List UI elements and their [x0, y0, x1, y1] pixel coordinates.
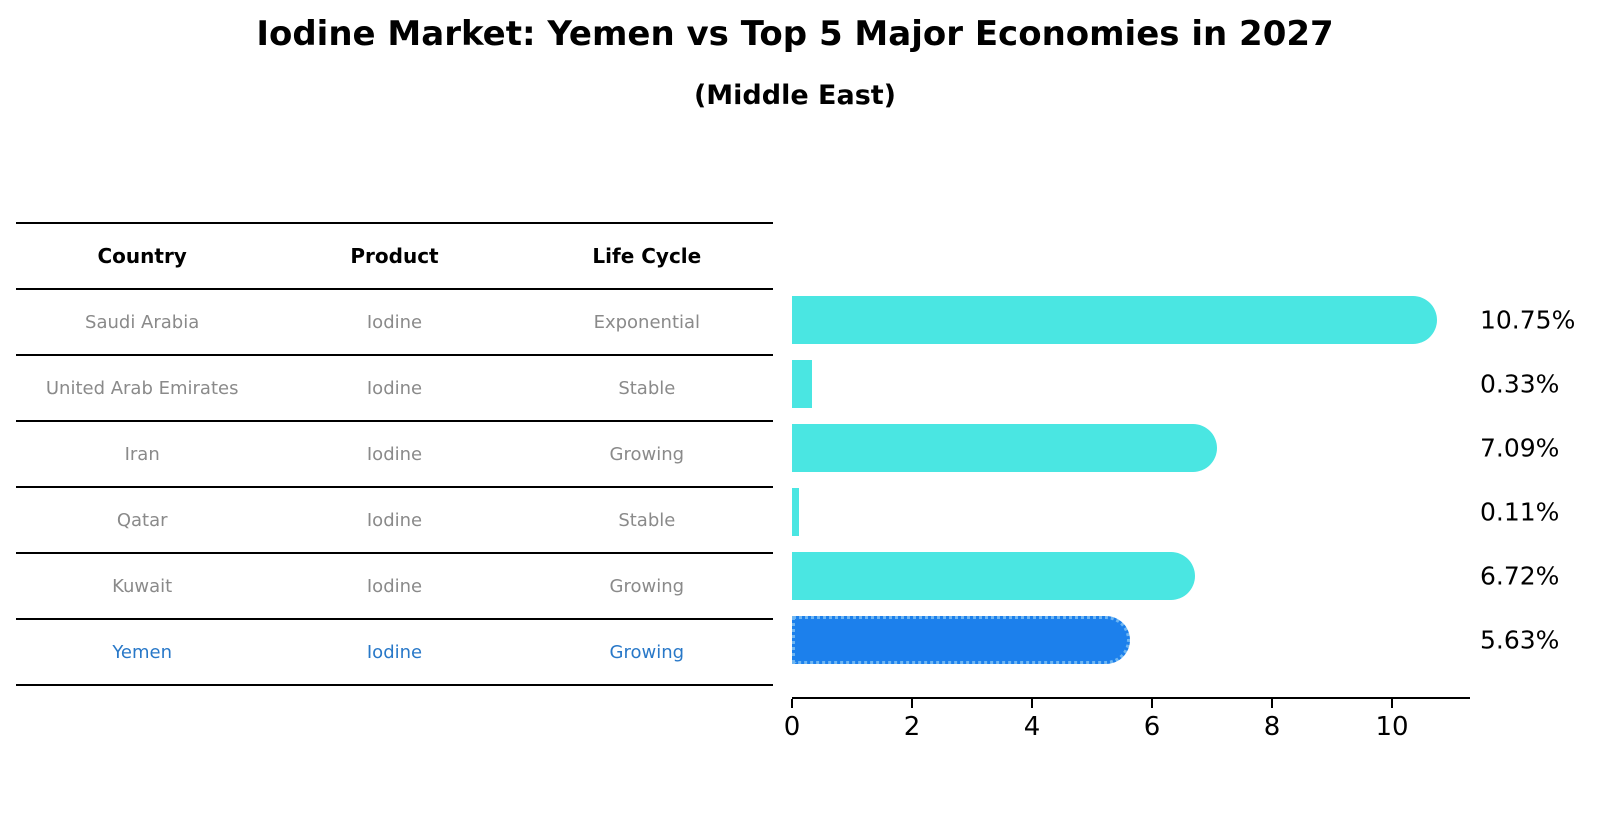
x-axis-tick-mark	[1151, 699, 1153, 708]
country-cell: Saudi Arabia	[85, 311, 200, 333]
life-cycle-cell: Growing	[609, 575, 685, 597]
x-axis-tick-label: 8	[1263, 712, 1281, 742]
bar-value-label: 0.11%	[1480, 497, 1560, 527]
x-axis-tick-label: 0	[783, 712, 801, 742]
country-cell: Kuwait	[112, 575, 173, 597]
bar-value-label: 0.33%	[1480, 369, 1560, 399]
product-cell: Iodine	[366, 377, 423, 399]
bar	[792, 360, 812, 408]
bar-value-label: 6.72%	[1480, 561, 1560, 591]
table-row: Qatar Iodine Stable	[16, 488, 773, 554]
chart-title: Iodine Market: Yemen vs Top 5 Major Econ…	[256, 14, 1334, 54]
life-cycle-cell: Exponential	[593, 311, 701, 333]
product-cell: Iodine	[366, 575, 423, 597]
table-row: Kuwait Iodine Growing	[16, 554, 773, 620]
x-axis-tick-mark	[791, 699, 793, 708]
table-header-row: Country Product Life Cycle	[16, 222, 773, 290]
x-axis-tick-mark	[911, 699, 913, 708]
bar-value-label: 7.09%	[1480, 433, 1560, 463]
bar-value-label: 10.75%	[1480, 305, 1576, 335]
country-table: Country Product Life Cycle Saudi Arabia …	[16, 222, 773, 686]
product-cell: Iodine	[366, 443, 423, 465]
life-cycle-cell: Stable	[618, 377, 676, 399]
bar-value-label: 5.63%	[1480, 625, 1560, 655]
life-cycle-cell: Stable	[618, 509, 676, 531]
country-cell: Yemen	[112, 641, 173, 663]
bar	[792, 424, 1218, 472]
table-row: Saudi Arabia Iodine Exponential	[16, 290, 773, 356]
chart-subtitle: (Middle East)	[693, 80, 897, 111]
product-cell: Iodine	[366, 641, 423, 663]
x-axis-tick-mark	[1271, 699, 1273, 708]
x-axis-tick-mark	[1031, 699, 1033, 708]
x-axis-line	[792, 697, 1470, 699]
table-row: Yemen Iodine Growing	[16, 620, 773, 686]
x-axis-tick-label: 2	[903, 712, 921, 742]
country-cell: Iran	[124, 443, 160, 465]
x-axis-tick-mark	[1391, 699, 1393, 708]
column-header-country: Country	[97, 244, 187, 268]
x-axis-tick-label: 4	[1023, 712, 1041, 742]
country-cell: Qatar	[116, 509, 168, 531]
table-row: Iran Iodine Growing	[16, 422, 773, 488]
bar	[792, 552, 1196, 600]
table-row: United Arab Emirates Iodine Stable	[16, 356, 773, 422]
column-header-product: Product	[350, 244, 439, 268]
column-header-life-cycle: Life Cycle	[592, 244, 702, 268]
x-axis-tick-label: 6	[1143, 712, 1161, 742]
life-cycle-cell: Growing	[609, 443, 685, 465]
bar-highlight	[792, 616, 1130, 664]
bar	[792, 296, 1437, 344]
life-cycle-cell: Growing	[609, 641, 685, 663]
product-cell: Iodine	[366, 311, 423, 333]
bar	[792, 488, 799, 536]
country-cell: United Arab Emirates	[45, 377, 239, 399]
table-body: Saudi Arabia Iodine Exponential United A…	[16, 290, 773, 686]
x-axis-tick-label: 10	[1375, 712, 1409, 742]
product-cell: Iodine	[366, 509, 423, 531]
